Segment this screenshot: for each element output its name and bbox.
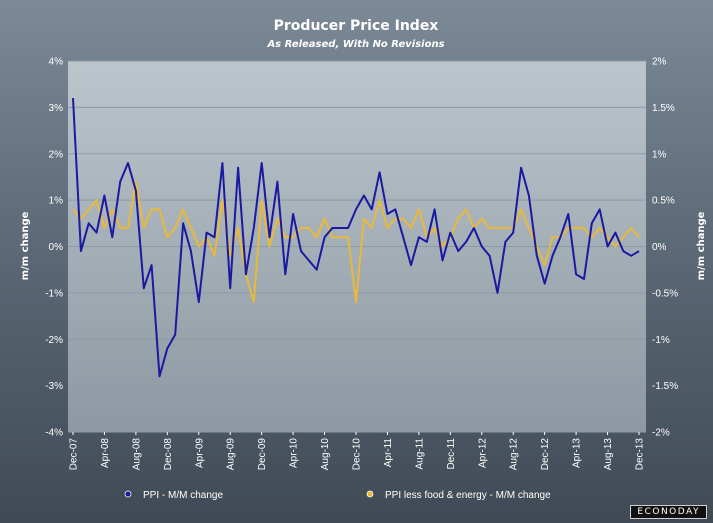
- x-tick-label: Aug-09: [226, 438, 237, 471]
- y-tick-right: 2%: [652, 57, 667, 68]
- x-tick-label: Dec-11: [446, 438, 457, 470]
- x-tick-label: Aug-13: [603, 438, 614, 471]
- y-axis-right-title: m/m change: [696, 211, 707, 280]
- y-tick-left: 0%: [49, 242, 64, 253]
- econoday-logo: ECONODAY: [630, 505, 707, 519]
- y-tick-right: -2%: [652, 428, 670, 439]
- legend-label-ppi: PPI - M/M change: [143, 490, 223, 501]
- x-tick-label: Aug-12: [509, 438, 520, 471]
- y-tick-left: -2%: [45, 335, 63, 346]
- y-tick-left: 2%: [49, 149, 64, 160]
- x-tick-label: Dec-07: [69, 438, 80, 471]
- x-tick-label: Apr-09: [194, 438, 205, 468]
- y-tick-right: -1.5%: [652, 381, 678, 392]
- x-tick-label: Aug-11: [414, 438, 425, 470]
- x-tick-label: Apr-13: [572, 438, 583, 468]
- series-layer: [72, 98, 640, 378]
- x-tick-label: Apr-12: [477, 438, 488, 468]
- y-axis-right: 2% 1.5% 1% 0.5% 0% -0.5% -1% -1.5% -2%: [652, 57, 678, 439]
- y-tick-right: 1.5%: [652, 103, 675, 114]
- legend-item-core: PPI less food & energy - M/M change: [366, 490, 551, 501]
- x-tick-label: Dec-08: [163, 438, 174, 471]
- x-tick-label: Apr-11: [383, 438, 394, 468]
- legend: PPI - M/M change PPI less food & energy …: [124, 490, 551, 501]
- y-tick-left: 3%: [49, 103, 64, 114]
- x-tick-label: Apr-08: [100, 438, 111, 468]
- series-line-core: [72, 180, 640, 304]
- y-tick-left: -1%: [45, 288, 63, 299]
- y-tick-left: 4%: [49, 57, 64, 68]
- y-tick-left: -4%: [45, 428, 63, 439]
- chart-subtitle: As Released, With No Revisions: [266, 39, 444, 50]
- chart-title: Producer Price Index: [274, 18, 439, 34]
- y-tick-right: -0.5%: [652, 288, 678, 299]
- legend-item-ppi: PPI - M/M change: [124, 490, 223, 501]
- x-tick-label: Apr-10: [289, 438, 300, 468]
- legend-label-core: PPI less food & energy - M/M change: [385, 490, 551, 501]
- y-axis-left: 4% 3% 2% 1% 0% -1% -2% -3% -4%: [45, 57, 63, 439]
- x-tick-label: Dec-09: [257, 438, 268, 471]
- x-tick-label: Dec-13: [635, 438, 646, 471]
- y-tick-right: 0.5%: [652, 196, 675, 207]
- y-axis-left-title: m/m change: [20, 211, 31, 280]
- series-line-ppi: [72, 98, 640, 378]
- y-tick-right: 0%: [652, 242, 667, 253]
- legend-marker-core: [366, 490, 374, 498]
- x-tick-label: Aug-08: [131, 438, 142, 471]
- x-axis: Dec-07 Apr-08 Aug-08 Dec-08 Apr-09 Aug-09 Dec-…: [69, 432, 646, 470]
- y-tick-left: 1%: [49, 196, 64, 207]
- y-tick-right: 1%: [652, 149, 667, 160]
- x-tick-label: Dec-12: [540, 438, 551, 471]
- legend-marker-ppi: [124, 490, 132, 498]
- x-tick-label: Dec-10: [352, 438, 363, 471]
- y-tick-right: -1%: [652, 335, 670, 346]
- y-tick-left: -3%: [45, 381, 63, 392]
- x-tick-label: Aug-10: [320, 438, 331, 471]
